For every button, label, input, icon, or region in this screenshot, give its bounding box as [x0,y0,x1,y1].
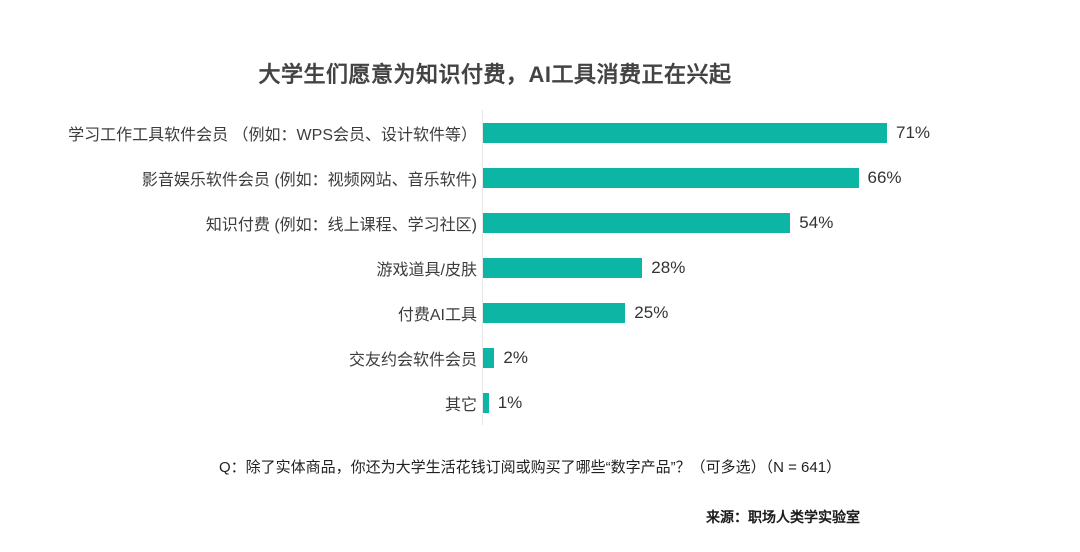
category-label: 知识付费 (例如：线上课程、学习社区) [205,216,477,234]
value-label: 28% [651,257,686,277]
bar-track: 1% [482,380,1080,425]
category-label: 学习工作工具软件会员 （例如：WPS会员、设计软件等） [68,126,477,144]
category-label: 其它 [444,396,477,414]
value-label: 71% [896,122,931,142]
survey-question: Q：除了实体商品，你还为大学生活花钱订阅或购买了哪些“数字产品”？（可多选）（N… [218,459,842,476]
bar [483,347,495,368]
chart-row: 交友约会软件会员 2% [0,335,1080,380]
bar-track: 71% [482,110,1080,155]
bar [483,212,791,233]
value-label: 54% [799,212,834,232]
category-label: 交友约会软件会员 [348,351,477,369]
bar-track: 66% [482,155,1080,200]
bar-chart: 学习工作工具软件会员 （例如：WPS会员、设计软件等） 71% 影音娱乐软件会员… [0,110,1080,425]
bar [483,257,643,278]
bar-track: 54% [482,200,1080,245]
bar [483,122,887,143]
bar-track: 2% [482,335,1080,380]
chart-row: 影音娱乐软件会员 (例如：视频网站、音乐软件) 66% [0,155,1080,200]
category-label: 游戏道具/皮肤 [376,261,477,279]
value-label: 2% [503,347,528,367]
bar [483,167,859,188]
category-label: 付费AI工具 [397,306,477,324]
chart-title: 大学生们愿意为知识付费，AI工具消费正在兴起 [258,62,732,87]
value-label: 25% [634,302,669,322]
bar [483,392,489,413]
chart-row: 付费AI工具 25% [0,290,1080,335]
chart-row: 其它 1% [0,380,1080,425]
chart-row: 学习工作工具软件会员 （例如：WPS会员、设计软件等） 71% [0,110,1080,155]
value-label: 66% [867,167,902,187]
category-label: 影音娱乐软件会员 (例如：视频网站、音乐软件) [141,171,477,189]
bar-track: 25% [482,290,1080,335]
bar-track: 28% [482,245,1080,290]
value-label: 1% [497,392,523,412]
chart-row: 游戏道具/皮肤 28% [0,245,1080,290]
source-label: 来源：职场人类学实验室 [706,509,860,525]
chart-row: 知识付费 (例如：线上课程、学习社区) 54% [0,200,1080,245]
bar [483,302,626,323]
